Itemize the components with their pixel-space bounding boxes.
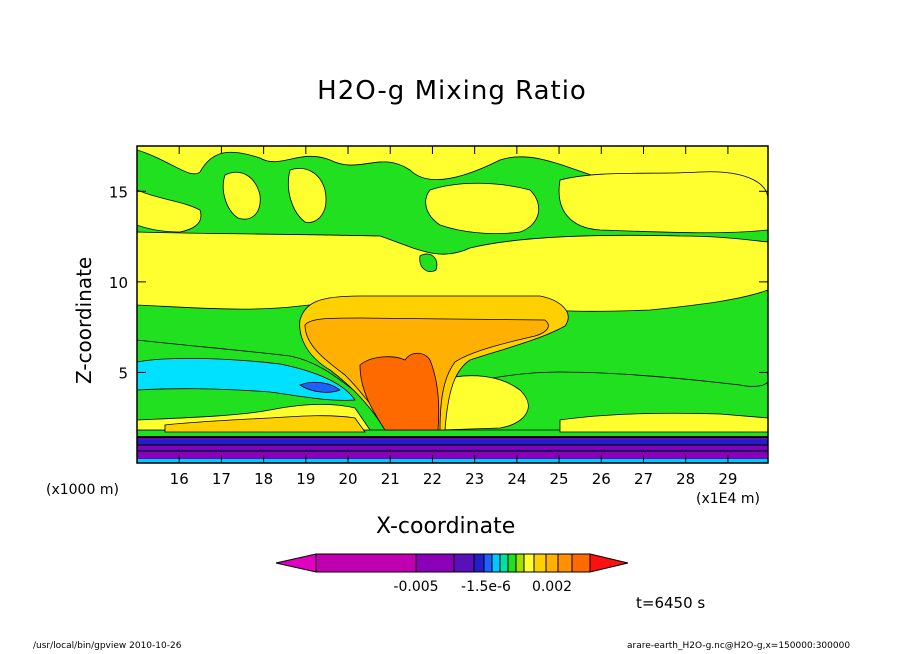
footer-left: /usr/local/bin/gpview 2010-10-26 (33, 641, 182, 651)
x-tick-label: 23 (465, 470, 484, 488)
colorbar-segment (415, 553, 455, 573)
colorbar-segment (499, 553, 509, 573)
colorbar-segment (315, 553, 417, 573)
y-unit-note: (x1000 m) (46, 482, 119, 498)
colorbar-segment (491, 553, 501, 573)
x-tick-label: 19 (296, 470, 315, 488)
x-tick-label: 21 (381, 470, 400, 488)
colorbar-segment (473, 553, 485, 573)
colorbar-segment (483, 553, 493, 573)
colorbar-segment (571, 553, 591, 573)
colorbar-segment (507, 553, 517, 573)
x-axis-label: X-coordinate (376, 514, 516, 539)
colorbar-max-arrow (589, 553, 629, 573)
contour-field (137, 146, 768, 463)
y-tick-label: 5 (118, 364, 128, 382)
x-tick-label: 28 (676, 470, 695, 488)
colorbar-segment (523, 553, 535, 573)
x-tick-label: 24 (507, 470, 526, 488)
colorbar-segment (453, 553, 475, 573)
x-tick-label: 18 (254, 470, 273, 488)
x-tick-label: 27 (634, 470, 653, 488)
y-axis-label: Z-coordinate (72, 256, 96, 384)
colorbar: -0.005 -1.5e-6 0.002 (275, 553, 629, 595)
colorbar-label: 0.002 (532, 579, 572, 595)
y-axis: 5 10 15 (109, 183, 768, 382)
chart-title: H2O-g Mixing Ratio (317, 76, 587, 106)
time-label: t=6450 s (636, 594, 706, 612)
x-tick-label: 29 (718, 470, 737, 488)
x-tick-label: 25 (550, 470, 569, 488)
y-tick-label: 15 (109, 183, 128, 201)
colorbar-min-arrow (275, 553, 317, 573)
plot-frame (136, 145, 769, 464)
x-tick-label: 20 (338, 470, 357, 488)
x-tick-label: 26 (592, 470, 611, 488)
colorbar-segment (545, 553, 559, 573)
colorbar-label: -0.005 (393, 579, 438, 595)
x-axis: 16 17 18 19 20 21 22 23 24 25 26 27 28 29 (170, 146, 737, 488)
x-tick-label: 22 (423, 470, 442, 488)
colorbar-label: -1.5e-6 (461, 579, 511, 595)
colorbar-segment (515, 553, 525, 573)
y-tick-label: 10 (109, 274, 128, 292)
colorbar-segment (557, 553, 573, 573)
colorbar-segment (533, 553, 547, 573)
x-tick-label: 17 (212, 470, 231, 488)
x-unit-note: (x1E4 m) (696, 491, 760, 507)
footer-right: arare-earth_H2O-g.nc@H2O-g,x=150000:3000… (627, 641, 851, 651)
x-tick-label: 16 (170, 470, 189, 488)
